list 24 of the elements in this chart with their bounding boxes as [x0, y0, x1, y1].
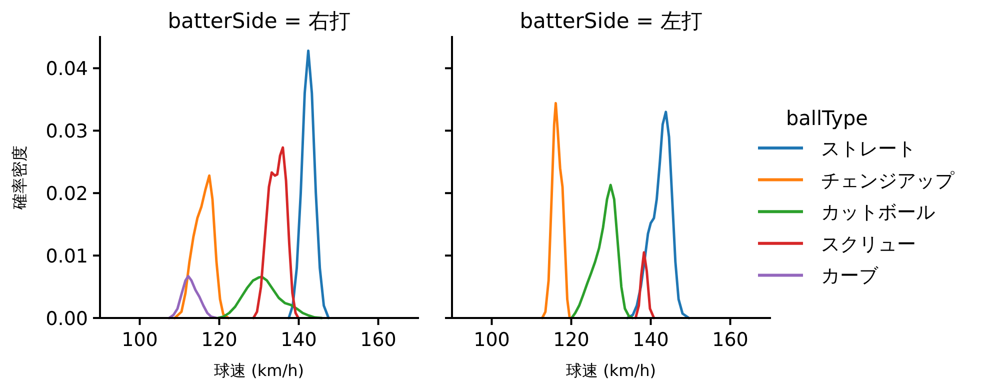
legend-label: チェンジアップ — [821, 170, 955, 192]
x-tick-label: 100 — [122, 329, 158, 351]
y-tick-label: 0.02 — [46, 183, 88, 206]
x-axis-title: 球速 (km/h) — [214, 361, 304, 380]
y-tick-label: 0.03 — [46, 120, 88, 143]
legend-label: スクリュー — [821, 233, 916, 256]
x-axis-title: 球速 (km/h) — [566, 361, 656, 380]
chart-title: batterSide = 左打 — [520, 9, 702, 33]
y-axis-title: 確率密度 — [10, 146, 29, 210]
x-tick-label: 140 — [280, 329, 317, 351]
chart-title: batterSide = 右打 — [168, 9, 350, 33]
legend-label: ストレート — [821, 138, 916, 160]
x-tick-label: 120 — [553, 329, 590, 351]
y-tick-label: 0.01 — [46, 246, 88, 268]
x-tick-label: 160 — [360, 329, 396, 351]
x-tick-label: 100 — [474, 329, 510, 351]
y-tick-label: 0.00 — [46, 308, 88, 330]
y-tick-label: 0.04 — [46, 58, 88, 80]
legend-title: ballType — [786, 106, 868, 130]
x-tick-label: 120 — [201, 329, 238, 351]
x-tick-label: 160 — [712, 329, 748, 351]
x-tick-label: 140 — [632, 329, 669, 351]
legend-label: カットボール — [821, 202, 935, 224]
legend-label: カーブ — [821, 265, 879, 288]
